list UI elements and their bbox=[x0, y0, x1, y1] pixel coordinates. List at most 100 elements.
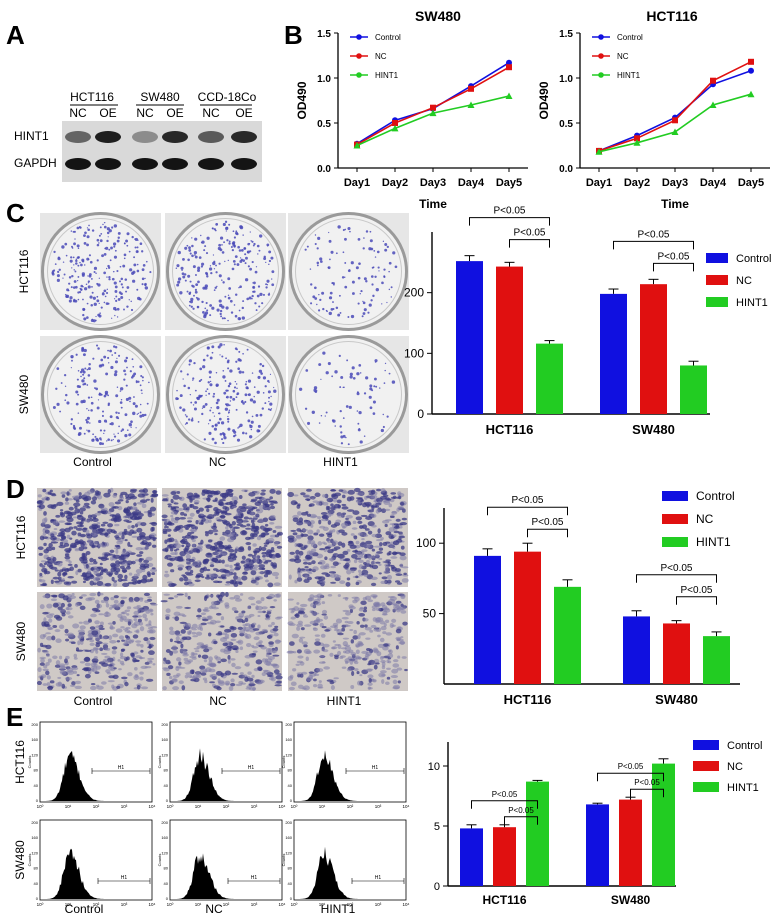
colony bbox=[227, 384, 231, 388]
stained-cell bbox=[318, 576, 326, 581]
stained-cell bbox=[395, 573, 403, 576]
row-label: HCT116 bbox=[17, 249, 31, 293]
stained-cell bbox=[181, 685, 186, 691]
colony bbox=[238, 249, 242, 252]
colony bbox=[99, 437, 102, 440]
stained-cell bbox=[133, 502, 137, 507]
colony bbox=[235, 230, 238, 233]
colony bbox=[70, 230, 73, 232]
stained-cell bbox=[294, 579, 298, 584]
stained-cell bbox=[40, 674, 47, 679]
stained-cell bbox=[307, 562, 312, 565]
stained-cell bbox=[244, 617, 249, 623]
stained-cell bbox=[94, 512, 101, 516]
stained-cell bbox=[85, 667, 92, 672]
stained-cell bbox=[193, 494, 200, 498]
stained-cell bbox=[265, 662, 272, 667]
stained-cell bbox=[377, 634, 381, 638]
histogram-frame bbox=[39, 721, 153, 803]
colony bbox=[83, 432, 86, 435]
stained-cell bbox=[303, 644, 308, 648]
stained-cell bbox=[273, 599, 277, 602]
stained-cell bbox=[66, 568, 72, 572]
stained-cell bbox=[388, 527, 395, 533]
colony bbox=[134, 404, 138, 408]
blot-group-label: SW480 bbox=[140, 90, 180, 104]
significance-bracket bbox=[527, 528, 568, 538]
stained-cell bbox=[150, 626, 158, 629]
colony bbox=[211, 306, 215, 310]
stained-cell bbox=[146, 660, 153, 663]
stained-cell bbox=[391, 618, 397, 623]
colony bbox=[265, 283, 268, 286]
stained-cell bbox=[261, 489, 266, 492]
stained-cell bbox=[170, 514, 174, 518]
colony bbox=[211, 437, 215, 441]
stained-cell bbox=[235, 650, 239, 654]
stained-cell bbox=[397, 655, 401, 659]
stained-cell bbox=[286, 650, 294, 654]
hint1-band bbox=[198, 131, 224, 143]
colony bbox=[123, 308, 125, 311]
bar bbox=[514, 551, 541, 684]
colony bbox=[318, 363, 322, 367]
stained-cell bbox=[96, 522, 101, 525]
colony bbox=[139, 384, 142, 387]
colony bbox=[209, 265, 212, 267]
stained-cell bbox=[395, 518, 401, 522]
gapdh-band bbox=[65, 158, 91, 170]
colony bbox=[247, 379, 252, 383]
colony bbox=[187, 386, 191, 390]
colony bbox=[213, 260, 216, 263]
stained-cell bbox=[272, 554, 276, 560]
colony bbox=[346, 359, 349, 362]
colony bbox=[234, 255, 238, 258]
colony bbox=[108, 362, 110, 364]
stained-cell bbox=[264, 523, 269, 527]
data-point bbox=[353, 142, 361, 149]
colony bbox=[72, 230, 75, 233]
colony bbox=[232, 242, 235, 245]
stained-cell bbox=[298, 517, 304, 523]
stained-cell bbox=[325, 563, 330, 568]
stained-cell bbox=[250, 527, 258, 532]
colony bbox=[124, 359, 128, 363]
plate-rim bbox=[295, 218, 402, 325]
stained-cell bbox=[308, 671, 315, 674]
stained-cell bbox=[225, 501, 233, 506]
stained-cell bbox=[98, 592, 104, 596]
colony bbox=[77, 393, 80, 396]
y-tick-label: 0 bbox=[417, 407, 424, 421]
colony bbox=[90, 409, 93, 412]
colony bbox=[208, 267, 213, 271]
stained-cell bbox=[126, 560, 133, 565]
stained-cell bbox=[200, 622, 207, 626]
colony bbox=[182, 408, 186, 412]
stained-cell bbox=[42, 650, 49, 654]
stained-cell bbox=[241, 610, 246, 614]
column-label: HINT1 bbox=[327, 694, 362, 708]
colony bbox=[220, 421, 225, 425]
stained-cell bbox=[85, 563, 89, 569]
stained-cell bbox=[308, 568, 312, 571]
stained-cell bbox=[195, 519, 199, 525]
colony bbox=[253, 281, 256, 285]
stained-cell bbox=[50, 504, 57, 510]
stained-cell bbox=[194, 579, 201, 583]
colony bbox=[204, 307, 207, 310]
colony bbox=[318, 293, 320, 296]
stained-cell bbox=[302, 613, 307, 616]
bar bbox=[623, 616, 650, 684]
stained-cell bbox=[127, 581, 135, 585]
colony bbox=[72, 299, 76, 303]
histogram-x-tick: 10² bbox=[347, 804, 354, 809]
colony bbox=[80, 375, 82, 378]
stained-cell bbox=[290, 681, 297, 687]
stained-cell bbox=[183, 547, 189, 552]
colony bbox=[137, 296, 141, 301]
histogram-y-tick: 160 bbox=[285, 737, 292, 742]
stained-cell bbox=[207, 552, 212, 556]
stained-cell bbox=[176, 673, 181, 677]
stained-cell bbox=[104, 647, 108, 651]
stained-cell bbox=[121, 567, 127, 573]
